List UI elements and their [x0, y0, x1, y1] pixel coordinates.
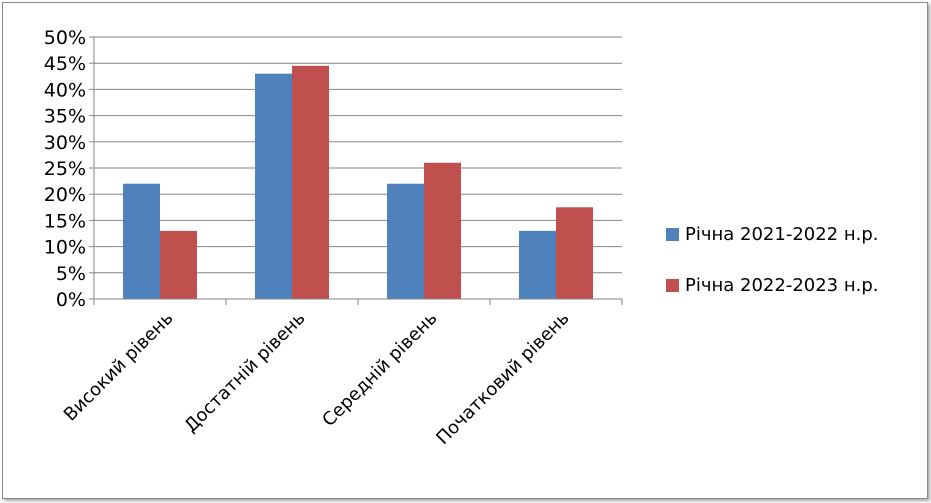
y-tick-label: 40% [44, 79, 86, 101]
y-tick-label: 45% [44, 53, 86, 75]
axes [89, 36, 623, 305]
legend-label: Річна 2021-2022 н.р. [685, 224, 878, 245]
bar-2-4 [556, 207, 593, 299]
bar-1-1 [123, 183, 160, 299]
y-tick-label: 20% [44, 184, 86, 206]
bars [123, 65, 593, 300]
y-tick-label: 15% [44, 210, 86, 232]
y-axis-ticks: 0% 5% 10% 15% 20% 25% 30% 35% 40% 45% 50% [44, 27, 86, 311]
bar-1-3 [387, 183, 424, 299]
y-tick-label: 30% [44, 132, 86, 154]
legend-label: Річна 2022-2023 н.р. [685, 275, 878, 296]
bar-2-2 [292, 65, 329, 299]
y-tick-label: 10% [44, 237, 86, 259]
x-category-label: Достатній рівень [180, 308, 309, 437]
x-axis-categories: Високий рівень Достатній рівень Середній р… [60, 308, 574, 449]
y-tick-label: 35% [44, 106, 86, 128]
y-tick-label: 50% [44, 27, 86, 49]
bar-2-3 [424, 162, 461, 299]
bar-2-1 [160, 230, 197, 299]
legend-swatch [666, 279, 679, 292]
x-category-label: Високий рівень [60, 308, 178, 426]
y-tick-label: 25% [44, 158, 86, 180]
legend-swatch [666, 228, 679, 241]
x-category-label: Початковий рівень [432, 308, 573, 449]
y-tick-label: 5% [56, 263, 86, 285]
bar-1-4 [519, 230, 556, 299]
legend: Річна 2021-2022 н.р. Річна 2022-2023 н.р. [666, 224, 878, 296]
bar-1-2 [255, 73, 292, 300]
x-category-label: Середній рівень [318, 308, 441, 431]
y-tick-label: 0% [56, 289, 86, 311]
